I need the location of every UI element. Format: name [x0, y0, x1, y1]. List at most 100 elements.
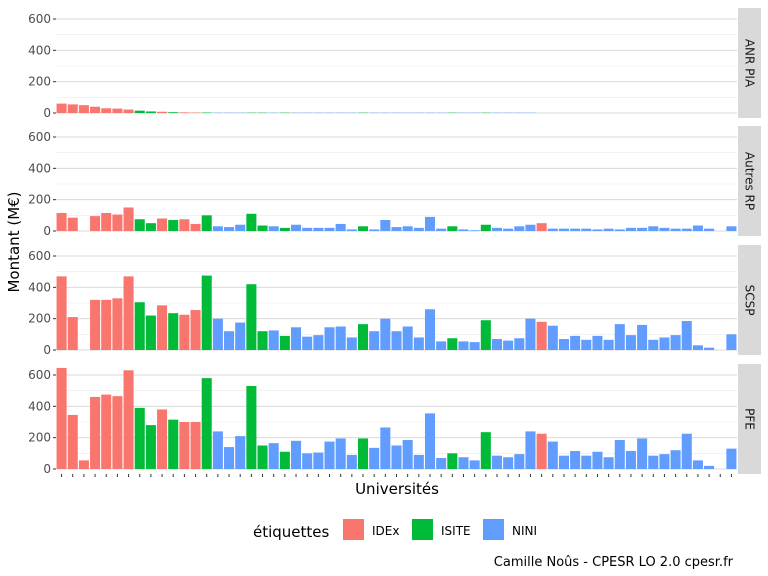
y-tick-label: 600	[28, 12, 51, 26]
y-tick-label: 600	[28, 249, 51, 263]
bar	[648, 455, 659, 469]
bar	[391, 227, 402, 231]
facet-strip	[738, 364, 761, 474]
bar	[246, 385, 257, 469]
bar	[201, 215, 212, 231]
bar	[145, 111, 156, 113]
bar	[592, 335, 603, 350]
legend-title: étiquettes	[253, 523, 330, 541]
bar	[212, 431, 223, 469]
bar	[458, 457, 469, 469]
bar	[625, 335, 636, 350]
bar	[413, 454, 424, 469]
bar	[536, 223, 547, 231]
bar	[157, 218, 168, 231]
bar	[324, 327, 335, 350]
bar	[257, 331, 268, 350]
bar	[101, 299, 112, 350]
bar	[224, 331, 235, 350]
facet-strip	[738, 126, 761, 236]
bar	[346, 337, 357, 350]
caption: Camille Noûs - CPESR LO 2.0 cpesr.fr	[494, 555, 734, 570]
bar	[413, 337, 424, 350]
bar	[201, 378, 212, 469]
bar	[112, 298, 123, 350]
bar	[201, 275, 212, 350]
panel-autres-rp: 0 200 400 600 Autres RP	[28, 126, 761, 238]
bar	[692, 345, 703, 350]
bar	[168, 112, 179, 113]
bar	[458, 229, 469, 231]
bar	[369, 447, 380, 469]
bar	[369, 229, 380, 231]
legend-label-nini: NINI	[512, 524, 537, 538]
bar	[614, 324, 625, 350]
bar	[380, 318, 391, 350]
bar	[704, 228, 715, 231]
bar	[503, 228, 514, 231]
bar	[424, 216, 436, 231]
bar	[313, 335, 324, 350]
bar	[469, 342, 480, 350]
bar	[413, 227, 424, 231]
bar	[291, 440, 302, 469]
bar	[480, 320, 491, 350]
panel-pfe: 0 200 400 600 PFE	[28, 364, 761, 476]
bar	[681, 228, 692, 231]
bar	[190, 223, 201, 231]
legend-label-isite: ISITE	[441, 524, 471, 538]
bar	[313, 227, 324, 231]
bar	[67, 104, 78, 113]
y-tick-label: 600	[28, 130, 51, 144]
bar	[648, 226, 659, 231]
bar	[112, 214, 123, 231]
y-tick-label: 0	[43, 224, 51, 238]
bar	[447, 338, 458, 350]
facet-strip-label: Autres RP	[743, 152, 757, 210]
bar	[123, 276, 134, 350]
bar	[692, 225, 703, 231]
bar	[681, 321, 692, 350]
y-tick-label: 400	[28, 43, 51, 57]
bar	[279, 451, 290, 469]
bar	[67, 317, 78, 350]
panel-scsp: 0 200 400 600 SCSP	[28, 245, 761, 357]
panel-anr-pia: 0 200 400 600 ANR PIA	[28, 8, 761, 120]
bar	[157, 305, 168, 350]
legend-swatch-idex	[343, 519, 364, 540]
bar	[458, 341, 469, 350]
y-tick-label: 0	[43, 462, 51, 476]
bar	[558, 455, 569, 469]
y-tick-label: 200	[28, 75, 51, 89]
bar	[469, 230, 480, 231]
bar	[570, 335, 581, 350]
bar	[592, 229, 603, 231]
bar	[380, 427, 391, 469]
bar	[179, 314, 190, 350]
bar	[726, 226, 737, 231]
bar	[134, 110, 145, 113]
bar	[480, 224, 491, 231]
bar	[491, 227, 502, 231]
bar	[536, 433, 547, 469]
bar	[558, 228, 569, 231]
bar	[704, 347, 715, 350]
bar	[380, 220, 391, 231]
bar	[268, 330, 279, 350]
bar	[659, 454, 670, 469]
bar	[346, 229, 357, 231]
bar	[168, 313, 179, 350]
bar	[335, 326, 346, 350]
y-tick-label: 400	[28, 280, 51, 294]
bar	[224, 227, 235, 231]
bar	[536, 321, 547, 350]
bar	[235, 322, 246, 350]
bar	[558, 339, 569, 350]
bar	[603, 339, 614, 350]
bar	[257, 445, 268, 469]
bar	[637, 227, 648, 231]
bar	[436, 341, 447, 350]
bar	[570, 228, 581, 231]
bar	[469, 460, 480, 469]
